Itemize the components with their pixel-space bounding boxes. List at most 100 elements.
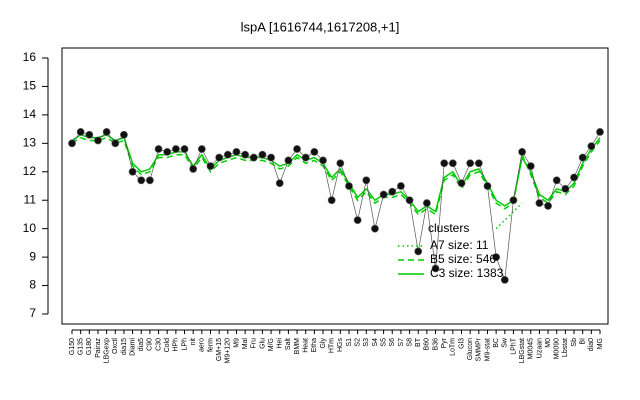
y-tick-label: 7: [29, 306, 36, 320]
x-tick-label: BC: [493, 338, 500, 348]
x-tick-label: G150: [69, 338, 76, 355]
sample-point: [353, 216, 362, 225]
sample-point: [457, 179, 466, 188]
sample-point: [68, 139, 76, 148]
sample-point: [466, 159, 475, 168]
x-tick-label: S8: [406, 338, 413, 347]
x-tick-label: Glucon: [467, 338, 474, 360]
y-tick-label: 15: [23, 79, 37, 93]
x-tick-label: LBGstat: [519, 338, 526, 363]
x-tick-label: Oxctl: [112, 338, 119, 354]
sample-point: [526, 162, 535, 170]
x-tick-label: LoTm: [450, 338, 457, 356]
y-tick-label: 9: [29, 249, 36, 263]
x-tick-label: aero: [199, 338, 206, 352]
x-tick-label: M0090: [554, 338, 561, 360]
sample-point: [544, 202, 552, 210]
x-tick-label: Gl3: [458, 338, 465, 349]
x-tick-label: Fru: [251, 338, 258, 349]
sample-point: [422, 199, 431, 207]
x-tick-label: S7: [398, 338, 405, 347]
x-tick-label: Glu: [259, 338, 266, 349]
x-tick-label: C90: [147, 338, 154, 351]
x-tick-label: G180: [86, 338, 93, 355]
sample-point: [284, 156, 293, 165]
sample-point: [578, 153, 587, 162]
x-tick-label: M/G: [268, 338, 275, 351]
sample-point: [241, 150, 250, 159]
x-tick-label: dia15: [121, 338, 128, 355]
sample-point: [474, 159, 483, 168]
sample-point: [180, 145, 189, 153]
sample-point: [258, 150, 267, 159]
x-tick-label: Gly: [320, 338, 327, 349]
x-tick-label: BI: [580, 338, 587, 345]
x-tick-label: nit: [190, 338, 197, 345]
legend-label: A7 size: 11: [430, 238, 489, 252]
sample-point: [189, 165, 198, 173]
sample-point: [379, 190, 388, 199]
x-tick-label: LPhT: [510, 337, 517, 354]
x-tick-label: ferm: [207, 338, 214, 352]
cluster-line: [71, 133, 601, 213]
x-tick-label: MG: [597, 338, 604, 349]
x-tick-label: S4: [372, 338, 379, 347]
x-tick-label: GM+15: [216, 338, 223, 361]
sample-point: [440, 159, 449, 168]
x-tick-label: C30: [155, 338, 162, 351]
y-tick-label: 13: [23, 136, 37, 150]
x-tick-label: Pairaz: [95, 338, 102, 358]
x-tick-label: Sw: [502, 337, 509, 348]
x-tick-label: S3: [363, 338, 370, 347]
sample-point: [154, 145, 163, 153]
sample-point: [371, 224, 379, 233]
x-tick-label: Lbstat: [562, 338, 569, 357]
x-tick-label: dia0: [588, 338, 595, 351]
cluster-line: [71, 136, 601, 216]
sample-point: [163, 147, 172, 156]
x-tick-label: S6: [389, 338, 396, 347]
sample-point: [293, 145, 301, 153]
x-tick-label: HPh: [173, 338, 180, 352]
sample-point: [570, 173, 578, 182]
plot-frame: [61, 47, 609, 325]
x-tick-label: G135: [77, 338, 84, 355]
y-tick-label: 11: [24, 192, 37, 206]
y-tick-label: 8: [29, 278, 36, 292]
sample-point: [414, 247, 423, 256]
y-tick-label: 10: [23, 221, 37, 235]
sample-point: [197, 145, 206, 153]
x-tick-label: B60: [424, 338, 431, 351]
sample-point: [249, 153, 258, 162]
sample-point: [405, 196, 414, 205]
sample-point: [431, 264, 440, 273]
sample-point: [223, 150, 232, 159]
sample-point: [85, 130, 94, 139]
sample-point: [345, 182, 353, 190]
x-tick-label: Mal: [242, 338, 249, 350]
x-tick-label: M9-stat: [484, 338, 491, 361]
sample-point: [397, 182, 405, 190]
sample-point: [518, 147, 526, 156]
sample-point: [587, 142, 596, 151]
x-tick-label: Etha: [311, 338, 318, 353]
sample-point: [310, 147, 319, 156]
y-tick-label: 12: [23, 164, 37, 178]
sample-point: [388, 187, 397, 196]
legend-title: clusters: [428, 221, 469, 235]
sample-point: [267, 153, 275, 162]
sample-point: [94, 136, 102, 145]
sample-point: [301, 153, 310, 162]
x-tick-label: S1: [346, 338, 353, 347]
sample-point: [552, 176, 561, 185]
sample-point: [492, 253, 501, 262]
sample-point: [137, 176, 146, 185]
sample-point: [561, 184, 570, 193]
x-tick-label: Pyr: [441, 337, 448, 348]
x-tick-label: S5: [380, 338, 387, 347]
x-tick-label: B36: [432, 338, 439, 351]
legend-label: C3 size: 1383: [430, 266, 504, 280]
x-tick-label: Salt: [285, 338, 292, 350]
x-tick-label: LBGexp: [103, 338, 110, 363]
